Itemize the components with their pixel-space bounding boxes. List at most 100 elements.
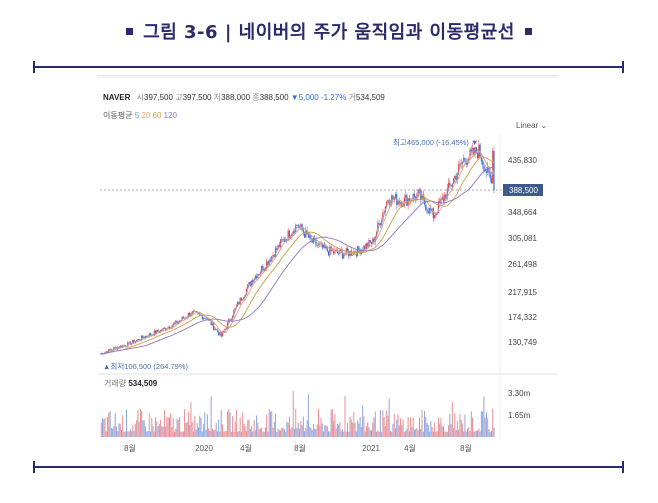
volume-bar: [221, 424, 223, 437]
candle-body: [157, 329, 159, 332]
volume-bar: [349, 416, 351, 437]
volume-bar: [147, 431, 149, 437]
volume-bar: [215, 423, 217, 437]
candle-body: [413, 193, 416, 197]
candle-body: [221, 331, 224, 337]
volume-bar: [144, 426, 146, 437]
volume-bar: [331, 408, 333, 437]
volume-bar: [278, 430, 280, 437]
low-value: 388,000: [221, 93, 251, 102]
volume-bar: [450, 424, 452, 437]
candle-body: [267, 261, 269, 265]
volume-bar: [371, 430, 373, 437]
volume-bar: [194, 416, 196, 437]
volume-bar: [417, 430, 419, 437]
candle-body: [418, 189, 421, 191]
candle-body: [290, 236, 292, 238]
volume-bar: [352, 422, 354, 437]
volume-bar: [315, 429, 317, 437]
volume-bar: [489, 431, 491, 437]
volume-bar: [160, 420, 162, 437]
volume-bar: [386, 410, 388, 437]
candle-body: [378, 222, 380, 224]
volume-bar: [382, 410, 384, 437]
volume-bar: [400, 418, 402, 437]
candle-body: [252, 280, 254, 283]
volume-bar: [288, 416, 290, 437]
ma-60[interactable]: 60: [152, 111, 162, 120]
candle-body: [488, 166, 490, 173]
candle-body: [434, 215, 436, 219]
candle-body: [387, 200, 389, 202]
volume-bar: [141, 410, 143, 437]
x-tick-label: 8월: [460, 443, 472, 453]
candle-body: [482, 161, 484, 165]
candle-body: [199, 313, 201, 315]
candle-body: [426, 210, 428, 212]
volume-bar: [102, 417, 104, 437]
candle-body: [470, 149, 472, 152]
volume-bar: [100, 422, 102, 437]
volume-bar: [473, 431, 475, 437]
candle-body: [168, 327, 171, 329]
volume-bar: [277, 428, 279, 437]
volume-bar: [368, 427, 370, 437]
volume-bar: [475, 430, 477, 437]
volume-bar: [411, 426, 413, 437]
volume-bar: [319, 425, 321, 437]
candle-body: [452, 178, 455, 185]
volume-bar: [133, 430, 135, 437]
candle-body: [459, 163, 461, 165]
volume-bar: [465, 431, 467, 437]
candle-body: [192, 311, 195, 313]
candle-body: [274, 248, 277, 258]
candle-body: [191, 311, 193, 315]
volume-value: 534,509: [355, 93, 385, 102]
volume-bar: [395, 427, 396, 437]
candle-body: [248, 282, 250, 285]
volume-bar: [378, 431, 380, 437]
candle-body: [315, 239, 317, 246]
volume-bar: [328, 431, 330, 437]
volume-bar: [460, 419, 462, 437]
volume-bar: [381, 431, 383, 437]
candle-body: [247, 284, 249, 289]
candle-body: [262, 265, 264, 271]
volume-bar: [305, 427, 307, 437]
candle-body: [363, 245, 365, 252]
volume-bar: [216, 431, 218, 437]
moving-average-line: [99, 150, 495, 355]
volume-tick-label: 3.30m: [508, 389, 531, 398]
volume-bar: [240, 431, 242, 437]
candle-body: [372, 238, 374, 244]
candle-body: [142, 335, 144, 338]
volume-bar: [242, 412, 244, 437]
volume-bar: [132, 425, 134, 437]
volume-bar: [311, 430, 313, 437]
candle-body: [258, 273, 260, 275]
volume-bar: [398, 425, 400, 437]
current-price-label: 388,500: [509, 186, 538, 195]
volume-bar: [172, 417, 174, 437]
price-tick-label: 435,830: [508, 156, 537, 165]
close-value: 388,500: [259, 93, 289, 102]
scale-dropdown[interactable]: Linear ⌄: [516, 121, 547, 130]
volume-bar: [338, 424, 340, 437]
candle-body: [218, 331, 220, 336]
ma-20[interactable]: 20: [141, 111, 151, 120]
volume-bar: [325, 425, 327, 437]
candle-body: [421, 194, 423, 201]
volume-bar: [224, 431, 226, 437]
candle-body: [357, 246, 359, 256]
volume-bar: [309, 426, 311, 437]
volume-bar: [192, 431, 194, 437]
candle-body: [417, 189, 419, 194]
ma-120[interactable]: 120: [163, 111, 178, 120]
volume-bar: [412, 417, 414, 437]
candle-body: [243, 296, 245, 300]
candle-body: [382, 212, 384, 221]
candle-body: [454, 175, 456, 179]
ma-5[interactable]: 5: [134, 111, 140, 120]
candle-body: [331, 250, 333, 252]
